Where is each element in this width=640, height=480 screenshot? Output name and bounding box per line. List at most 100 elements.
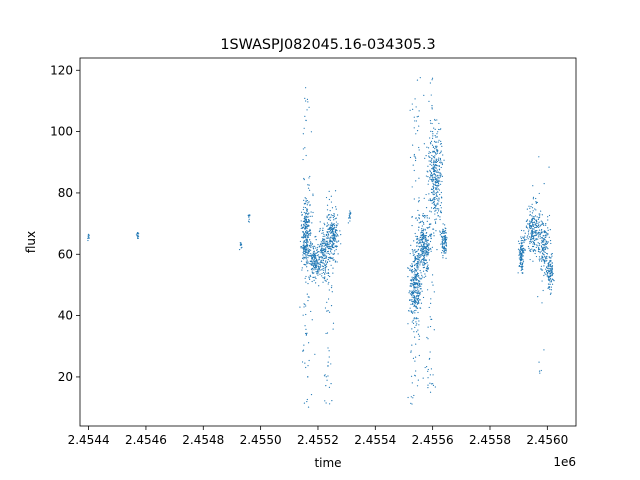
data-point [425, 154, 427, 157]
outlier-point [305, 366, 307, 369]
outlier-point [429, 223, 431, 226]
data-point [421, 231, 423, 233]
data-point [425, 236, 427, 239]
data-point [551, 269, 553, 271]
data-point [529, 241, 531, 243]
data-point [312, 272, 314, 275]
data-point [414, 312, 416, 314]
data-point [313, 279, 315, 281]
data-point [323, 263, 325, 265]
data-point [303, 199, 305, 201]
data-point [547, 234, 549, 236]
data-point [323, 245, 326, 247]
data-point [418, 218, 420, 220]
outlier-point [308, 106, 310, 108]
outlier-point [327, 218, 330, 220]
data-point [429, 174, 432, 176]
data-point [300, 225, 302, 227]
outlier-point [431, 79, 433, 81]
outlier-point [410, 402, 412, 404]
data-point [340, 243, 342, 245]
data-point [321, 232, 323, 234]
data-point [411, 328, 413, 330]
data-point [426, 243, 428, 245]
outlier-point [540, 369, 542, 372]
data-point [535, 239, 537, 241]
data-point [417, 293, 419, 295]
data-point [550, 292, 552, 294]
outlier-point [413, 198, 415, 200]
data-point [409, 252, 411, 255]
data-point [312, 264, 314, 267]
data-point [520, 246, 522, 248]
data-point [308, 230, 310, 233]
data-point [303, 233, 305, 235]
data-point [549, 272, 551, 275]
data-point [547, 270, 550, 272]
data-point [438, 208, 440, 210]
data-point [523, 240, 525, 242]
outlier-point [416, 79, 419, 81]
outlier-point [411, 344, 413, 346]
data-point [543, 224, 545, 226]
data-point [327, 274, 329, 277]
data-point [519, 253, 521, 255]
data-point [432, 185, 434, 187]
data-point [421, 234, 423, 236]
data-point [422, 229, 424, 232]
data-point [411, 269, 413, 271]
data-point [312, 247, 315, 249]
data-point [138, 233, 140, 235]
data-point [439, 157, 441, 160]
data-point [537, 224, 539, 227]
outlier-point [305, 250, 307, 252]
outlier-point [428, 249, 430, 251]
outlier-point [332, 267, 334, 269]
data-point [427, 176, 429, 178]
data-point [410, 311, 413, 313]
data-point [312, 193, 314, 195]
data-point [532, 210, 534, 212]
data-point [426, 217, 428, 219]
data-point [423, 261, 425, 264]
data-point [248, 215, 250, 217]
data-point [303, 250, 305, 252]
data-point [547, 219, 549, 221]
data-point [543, 250, 545, 252]
data-point [525, 226, 528, 228]
outlier-point [301, 269, 303, 271]
outlier-point [310, 131, 313, 133]
data-point [441, 161, 443, 164]
data-point [441, 197, 443, 199]
data-point [409, 283, 412, 285]
data-point [325, 234, 327, 236]
data-point [426, 220, 428, 222]
data-point [305, 251, 307, 253]
data-point [440, 202, 443, 204]
data-point [544, 262, 546, 264]
data-point [411, 265, 414, 268]
data-point [303, 217, 306, 219]
data-point [303, 203, 305, 205]
outlier-point [305, 328, 307, 331]
data-point [333, 233, 335, 235]
data-point [316, 260, 318, 262]
data-point [322, 261, 324, 263]
outlier-point [417, 379, 419, 381]
data-point [317, 272, 319, 274]
data-point [551, 283, 554, 285]
outlier-point [331, 400, 333, 402]
data-point [537, 236, 539, 238]
data-point [308, 221, 310, 223]
data-point [544, 230, 546, 232]
outlier-point [305, 275, 307, 278]
data-point [419, 307, 422, 309]
data-point [439, 218, 441, 221]
data-point [538, 221, 540, 223]
data-point [445, 232, 447, 234]
data-point [442, 228, 444, 230]
outlier-point [328, 356, 330, 358]
data-point [413, 254, 415, 256]
outlier-point [430, 152, 432, 154]
